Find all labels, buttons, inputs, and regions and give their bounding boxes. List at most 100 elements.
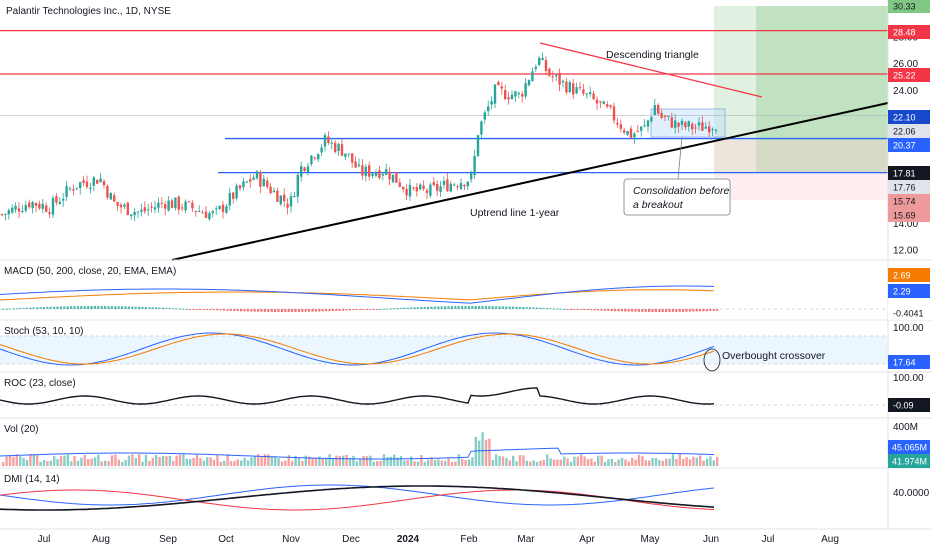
macd-value-box bbox=[888, 284, 930, 298]
candle-body bbox=[470, 173, 473, 180]
volume-bar bbox=[515, 461, 518, 466]
macd-histogram-bar bbox=[175, 308, 178, 310]
macd-histogram-bar bbox=[661, 309, 664, 312]
price-label: 15.74 bbox=[893, 197, 916, 207]
macd-histogram-bar bbox=[620, 309, 623, 312]
macd-histogram-bar bbox=[423, 306, 426, 309]
candle-body bbox=[388, 171, 391, 180]
volume-bar bbox=[685, 457, 688, 466]
macd-value-box bbox=[888, 306, 930, 320]
volume-bar bbox=[63, 455, 66, 466]
candle-body bbox=[646, 120, 650, 127]
macd-histogram-bar bbox=[301, 309, 304, 312]
macd-histogram-bar bbox=[348, 309, 351, 311]
macd-histogram-bar bbox=[654, 309, 657, 312]
volume-bar bbox=[641, 456, 644, 466]
candle-body bbox=[371, 173, 374, 176]
volume-bar bbox=[488, 438, 491, 466]
volume-bar bbox=[430, 457, 433, 466]
volume-bar bbox=[206, 457, 209, 466]
macd-histogram-bar bbox=[335, 309, 338, 311]
macd-histogram-bar bbox=[617, 309, 620, 312]
candle-body bbox=[65, 186, 68, 197]
candle-body bbox=[677, 122, 680, 127]
candle-body bbox=[208, 213, 211, 220]
macd-histogram-bar bbox=[148, 307, 151, 309]
volume-bar bbox=[651, 458, 654, 466]
candle-body bbox=[575, 87, 578, 94]
candle-body bbox=[306, 166, 310, 173]
volume-title: Vol (20) bbox=[4, 424, 38, 435]
volume-bar bbox=[420, 455, 423, 466]
volume-bar bbox=[66, 454, 69, 466]
macd-histogram-bar bbox=[583, 309, 586, 310]
volume-bar bbox=[597, 455, 600, 466]
candle-body bbox=[364, 166, 367, 176]
volume-bar bbox=[46, 461, 49, 466]
candle-body bbox=[58, 201, 61, 204]
volume-bar bbox=[501, 456, 505, 466]
volume-bar bbox=[246, 460, 250, 466]
macd-histogram-bar bbox=[240, 309, 243, 312]
x-tick-label: Aug bbox=[821, 534, 839, 545]
macd-histogram-bar bbox=[87, 306, 90, 309]
macd-histogram-bar bbox=[393, 308, 396, 310]
candle-body bbox=[599, 101, 602, 103]
macd-histogram-bar bbox=[546, 308, 549, 310]
candle-body bbox=[82, 180, 85, 184]
consolidation-callout-box bbox=[623, 178, 731, 216]
volume-bar bbox=[131, 454, 134, 466]
stoch-tick: 100.00 bbox=[893, 323, 924, 334]
macd-histogram-bar bbox=[512, 306, 515, 309]
candle-body bbox=[160, 202, 163, 204]
candle-body bbox=[99, 178, 102, 182]
volume-bar bbox=[376, 461, 379, 466]
volume-bar bbox=[110, 455, 114, 466]
candle-body bbox=[313, 157, 316, 159]
volume-bar bbox=[144, 454, 148, 466]
volume-bar bbox=[277, 458, 280, 466]
macd-histogram-bar bbox=[263, 309, 266, 312]
macd-histogram-bar bbox=[325, 309, 328, 312]
dmi-tick: 40.0000 bbox=[893, 488, 930, 499]
macd-histogram-bar bbox=[76, 306, 79, 309]
candle-body bbox=[623, 130, 626, 133]
volume-bar bbox=[600, 455, 603, 466]
macd-histogram-bar bbox=[481, 306, 484, 309]
candle-body bbox=[334, 142, 337, 153]
x-tick-label: Feb bbox=[460, 534, 478, 545]
macd-histogram-bar bbox=[192, 309, 195, 310]
volume-bar bbox=[165, 456, 168, 466]
volume-bar bbox=[389, 456, 392, 466]
macd-histogram-bar bbox=[709, 309, 712, 312]
candle-body bbox=[184, 201, 187, 211]
candle-body bbox=[92, 177, 95, 186]
macd-histogram-bar bbox=[250, 309, 253, 312]
macd-histogram-bar bbox=[420, 307, 423, 309]
volume-bar bbox=[413, 461, 416, 466]
macd-histogram-bar bbox=[151, 307, 154, 309]
candle-body bbox=[701, 122, 704, 131]
macd-histogram-bar bbox=[70, 306, 73, 309]
roc-tick: 100.00 bbox=[893, 373, 924, 384]
volume-bar bbox=[542, 459, 545, 466]
candle-body bbox=[402, 186, 405, 190]
volume-bar bbox=[702, 460, 705, 466]
macd-histogram-bar bbox=[243, 309, 246, 312]
volume-bar bbox=[559, 459, 562, 466]
macd-histogram-bar bbox=[314, 309, 317, 312]
volume-bar bbox=[117, 459, 120, 466]
macd-histogram-bar bbox=[491, 306, 494, 309]
macd-histogram-bar bbox=[104, 306, 107, 309]
volume-bar bbox=[260, 456, 263, 466]
candle-body bbox=[0, 214, 4, 216]
volume-bar bbox=[311, 458, 314, 466]
macd-histogram-bar bbox=[403, 307, 406, 309]
macd-histogram-bar bbox=[233, 309, 236, 312]
macd-histogram-bar bbox=[202, 309, 205, 310]
volume-bar bbox=[202, 460, 205, 466]
x-tick-label: Aug bbox=[92, 534, 110, 545]
macd-histogram-bar bbox=[331, 309, 334, 312]
volume-bar bbox=[658, 460, 661, 466]
